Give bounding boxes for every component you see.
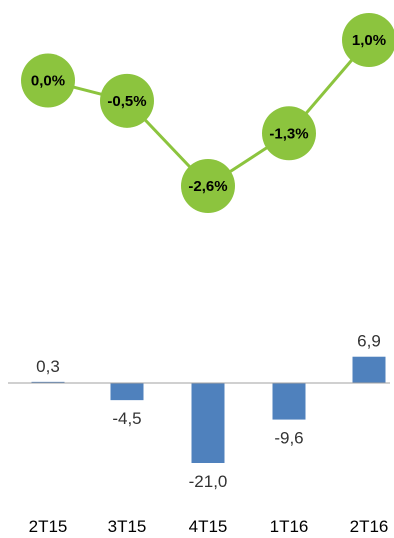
line-point: 1,0% — [342, 13, 394, 67]
line-marker — [181, 159, 235, 213]
line-point: -0,5% — [100, 73, 154, 128]
line-point: -2,6% — [181, 159, 235, 213]
bar-data-labels: 0,3 -4,5 -21,0 -9,6 6,9 — [36, 332, 381, 491]
line-data-label: -1,3% — [269, 125, 308, 142]
line-point: 0,0% — [21, 53, 75, 108]
x-axis-tick-labels: 2T15 3T15 4T15 1T16 2T16 — [29, 517, 389, 536]
line-data-label: 0,0% — [31, 73, 65, 90]
bar-data-label: -9,6 — [274, 429, 303, 448]
bar-data-label: 6,9 — [357, 332, 381, 351]
bar — [110, 383, 144, 401]
x-tick-label: 4T15 — [189, 517, 228, 536]
line-marker — [100, 73, 154, 128]
line-marker — [21, 53, 75, 108]
x-tick-label: 1T16 — [270, 517, 309, 536]
bar-series — [31, 356, 386, 463]
bar-data-label: -4,5 — [112, 409, 141, 428]
bar — [31, 381, 65, 383]
line-marker — [342, 13, 394, 67]
bar — [272, 383, 306, 420]
x-tick-label: 2T15 — [29, 517, 68, 536]
line-data-label: 1,0% — [352, 32, 386, 49]
line-markers: 0,0% -0,5% -2,6% -1,3% 1,0% — [21, 13, 394, 213]
bar — [191, 383, 225, 463]
line-data-label: -0,5% — [107, 93, 146, 110]
line-chart: 0,0% -0,5% -2,6% -1,3% 1,0% — [21, 13, 394, 213]
line-point: -1,3% — [262, 106, 316, 161]
x-tick-label: 2T16 — [350, 517, 389, 536]
bar-data-label: -21,0 — [189, 472, 228, 491]
x-tick-label: 3T15 — [108, 517, 147, 536]
bar-data-label: 0,3 — [36, 357, 60, 376]
bar — [352, 356, 386, 383]
bar-chart: 0,3 -4,5 -21,0 -9,6 6,9 2T15 3T15 4T15 1T16 2T16 — [8, 332, 390, 536]
line-marker — [262, 106, 316, 161]
line-data-label: -2,6% — [188, 178, 227, 195]
